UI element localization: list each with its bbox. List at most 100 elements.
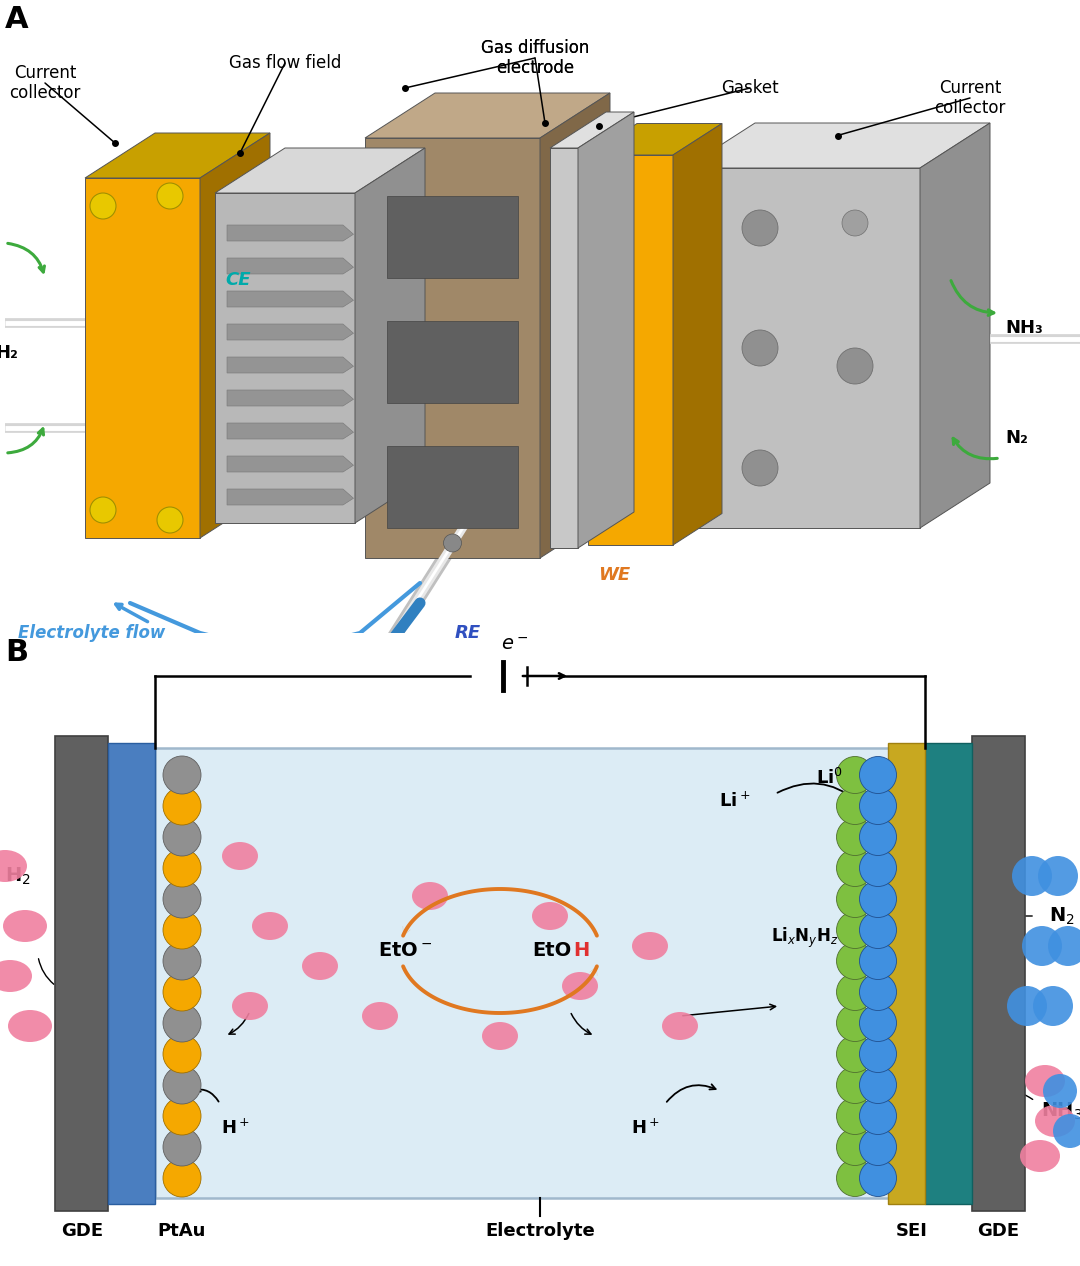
Polygon shape bbox=[227, 357, 353, 373]
Circle shape bbox=[1038, 856, 1078, 896]
Circle shape bbox=[163, 880, 201, 918]
Ellipse shape bbox=[232, 993, 268, 1020]
Text: RE: RE bbox=[455, 624, 481, 642]
Circle shape bbox=[1053, 1114, 1080, 1148]
Ellipse shape bbox=[1020, 1139, 1059, 1172]
Polygon shape bbox=[387, 196, 518, 279]
Circle shape bbox=[163, 756, 201, 794]
Polygon shape bbox=[588, 154, 673, 544]
Text: EtO: EtO bbox=[532, 942, 572, 961]
Circle shape bbox=[1048, 925, 1080, 966]
Circle shape bbox=[837, 348, 873, 384]
Circle shape bbox=[860, 942, 896, 980]
Circle shape bbox=[90, 498, 116, 523]
Polygon shape bbox=[85, 179, 200, 538]
Text: A: A bbox=[5, 5, 29, 34]
Circle shape bbox=[837, 1160, 874, 1196]
Circle shape bbox=[860, 819, 896, 856]
Text: Current
collector: Current collector bbox=[934, 78, 1005, 118]
Circle shape bbox=[837, 974, 874, 1010]
Ellipse shape bbox=[1035, 1105, 1075, 1137]
Text: H$^+$: H$^+$ bbox=[220, 1118, 249, 1138]
Text: Gasket: Gasket bbox=[721, 78, 779, 97]
Circle shape bbox=[837, 787, 874, 824]
Polygon shape bbox=[227, 225, 353, 241]
Circle shape bbox=[842, 210, 868, 235]
Circle shape bbox=[163, 974, 201, 1012]
Polygon shape bbox=[685, 123, 990, 168]
Text: WE: WE bbox=[598, 566, 630, 584]
Circle shape bbox=[837, 849, 874, 886]
Circle shape bbox=[837, 1128, 874, 1166]
Text: NH₃: NH₃ bbox=[1005, 319, 1043, 337]
Polygon shape bbox=[355, 148, 426, 523]
Ellipse shape bbox=[0, 960, 32, 993]
Polygon shape bbox=[85, 133, 270, 179]
Circle shape bbox=[837, 1066, 874, 1104]
Circle shape bbox=[860, 974, 896, 1010]
Circle shape bbox=[837, 1004, 874, 1042]
Circle shape bbox=[1043, 1074, 1077, 1108]
Circle shape bbox=[837, 880, 874, 918]
Circle shape bbox=[1022, 925, 1062, 966]
Ellipse shape bbox=[362, 1001, 399, 1031]
Polygon shape bbox=[972, 736, 1025, 1212]
Ellipse shape bbox=[632, 932, 669, 960]
Circle shape bbox=[163, 942, 201, 980]
Polygon shape bbox=[578, 111, 634, 548]
Polygon shape bbox=[227, 489, 353, 505]
Text: $e^-$: $e^-$ bbox=[501, 636, 529, 655]
Circle shape bbox=[860, 912, 896, 948]
Polygon shape bbox=[888, 743, 924, 1204]
Circle shape bbox=[837, 819, 874, 856]
Text: SEI: SEI bbox=[896, 1222, 928, 1239]
Circle shape bbox=[90, 192, 116, 219]
Polygon shape bbox=[387, 322, 518, 403]
Text: Gas flow field: Gas flow field bbox=[229, 54, 341, 72]
Circle shape bbox=[837, 757, 874, 794]
Polygon shape bbox=[924, 743, 972, 1204]
Ellipse shape bbox=[3, 910, 48, 942]
Polygon shape bbox=[215, 148, 426, 192]
Circle shape bbox=[860, 1004, 896, 1042]
Circle shape bbox=[163, 1158, 201, 1196]
Circle shape bbox=[860, 1036, 896, 1072]
Polygon shape bbox=[55, 736, 108, 1212]
Circle shape bbox=[163, 818, 201, 856]
Text: Li$^+$: Li$^+$ bbox=[719, 791, 751, 810]
Circle shape bbox=[860, 849, 896, 886]
Text: Gas diffusion
electrode: Gas diffusion electrode bbox=[481, 38, 590, 77]
Circle shape bbox=[837, 912, 874, 948]
Polygon shape bbox=[227, 324, 353, 341]
Circle shape bbox=[163, 787, 201, 825]
Text: CE: CE bbox=[225, 271, 251, 290]
Polygon shape bbox=[227, 390, 353, 406]
Text: Gas diffusion
electrode: Gas diffusion electrode bbox=[481, 38, 590, 77]
Text: Li$^0$: Li$^0$ bbox=[816, 768, 843, 787]
Text: GDE: GDE bbox=[977, 1222, 1020, 1239]
Polygon shape bbox=[108, 743, 156, 1204]
Text: H₂: H₂ bbox=[0, 344, 18, 362]
Circle shape bbox=[860, 1066, 896, 1104]
Circle shape bbox=[860, 1160, 896, 1196]
Text: N$_2$: N$_2$ bbox=[1049, 905, 1075, 927]
Circle shape bbox=[837, 1036, 874, 1072]
Circle shape bbox=[860, 757, 896, 794]
Text: H$^+$: H$^+$ bbox=[631, 1118, 660, 1138]
Circle shape bbox=[163, 1036, 201, 1074]
Polygon shape bbox=[227, 456, 353, 472]
Text: Current
collector: Current collector bbox=[10, 63, 81, 103]
Circle shape bbox=[860, 1128, 896, 1166]
Ellipse shape bbox=[562, 972, 598, 1000]
Text: PtAu: PtAu bbox=[158, 1222, 206, 1239]
Polygon shape bbox=[365, 92, 610, 138]
Ellipse shape bbox=[1025, 1065, 1065, 1098]
Ellipse shape bbox=[222, 842, 258, 870]
Text: N₂: N₂ bbox=[1005, 429, 1028, 447]
Polygon shape bbox=[387, 446, 518, 528]
Ellipse shape bbox=[532, 901, 568, 931]
Circle shape bbox=[860, 880, 896, 918]
Polygon shape bbox=[156, 748, 924, 1198]
Ellipse shape bbox=[662, 1012, 698, 1039]
Circle shape bbox=[860, 1098, 896, 1134]
